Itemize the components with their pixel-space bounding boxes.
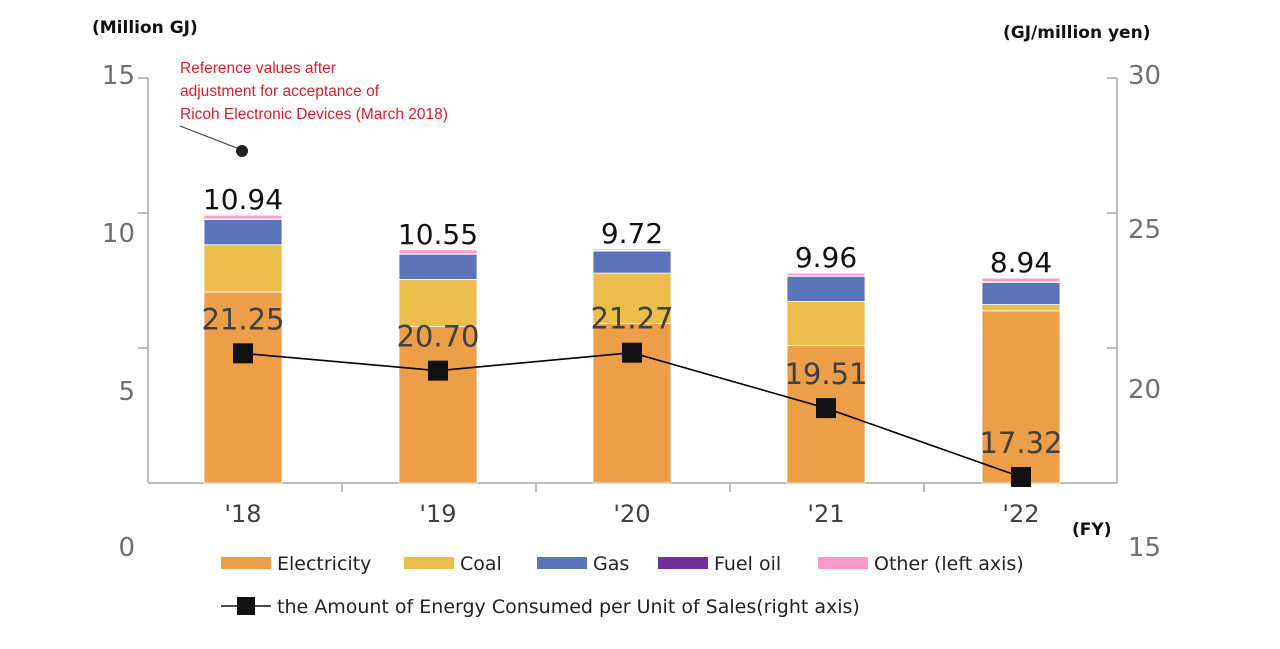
x-category-labels: '18 '19 '20 '21 '22	[224, 500, 1039, 528]
bar-segment-other	[398, 249, 478, 254]
total-labels: 10.94 10.55 9.72 9.96 8.94	[203, 183, 1052, 279]
bar-segment-coal	[786, 301, 866, 346]
bar-segment-other	[786, 272, 866, 277]
right-tick-label: 25	[1128, 215, 1161, 245]
bar-segment-gas	[786, 275, 866, 302]
legend-swatch	[221, 557, 271, 569]
intensity-label: 21.27	[590, 302, 673, 336]
bar-segment-gas	[398, 253, 478, 280]
legend-label: Coal	[460, 553, 502, 575]
total-label: 10.55	[398, 218, 478, 251]
right-tick-label: 20	[1128, 375, 1161, 405]
legend-label: Electricity	[277, 553, 371, 575]
intensity-marker	[1011, 466, 1031, 487]
right-tick-label: 30	[1128, 61, 1161, 91]
x-category-label: '20	[613, 500, 650, 528]
bar-segment-coal	[981, 304, 1061, 312]
intensity-label: 19.51	[784, 357, 867, 391]
x-category-label: '21	[807, 500, 844, 528]
total-label: 10.94	[203, 183, 283, 216]
bar-segment-other	[203, 214, 283, 220]
annotation-line: adjustment for acceptance of	[180, 83, 380, 100]
left-tick-label: 0	[118, 533, 135, 563]
legend-label: Other (left axis)	[874, 553, 1024, 575]
annotation-leader	[179, 125, 243, 151]
left-axis-title: (Million GJ)	[92, 18, 198, 38]
left-tick-label: 15	[102, 61, 135, 91]
legend: Electricity Coal Gas Fuel oil Other (left ax…	[221, 553, 1024, 618]
x-category-label: '18	[224, 500, 261, 528]
right-tick-label: 15	[1128, 533, 1161, 563]
intensity-marker	[816, 398, 836, 419]
intensity-label: 20.70	[396, 320, 479, 354]
legend-label: Gas	[593, 553, 629, 575]
x-category-label: '19	[419, 500, 456, 528]
bar-segment-other	[592, 248, 672, 251]
bar-segment-electricity	[398, 326, 478, 484]
legend-swatch	[537, 557, 587, 569]
bar-segment-gas	[203, 219, 283, 246]
total-label: 8.94	[990, 246, 1052, 279]
x-category-label: '22	[1002, 500, 1039, 528]
intensity-label: 17.32	[979, 426, 1062, 460]
right-axis-title: (GJ/million yen)	[1003, 23, 1150, 43]
left-tick-label: 10	[102, 219, 135, 249]
bar-segment-electricity	[203, 291, 283, 484]
bar-segment-other	[981, 277, 1061, 283]
bar-segment-coal	[592, 272, 672, 324]
annotation-line: Reference values after	[180, 60, 336, 77]
annotation-dot	[236, 145, 248, 157]
legend-label: Fuel oil	[714, 553, 781, 575]
intensity-line: 21.25 20.70 21.27 19.51 17.32	[201, 302, 1063, 487]
annotation-line: Ricoh Electronic Devices (March 2018)	[180, 106, 448, 123]
bar-segment-coal	[203, 244, 283, 293]
intensity-marker	[428, 360, 448, 381]
intensity-marker	[622, 342, 642, 363]
bar-segment-coal	[398, 278, 478, 327]
total-label: 9.72	[601, 217, 663, 250]
intensity-label: 21.25	[201, 302, 284, 336]
bar-segment-gas	[981, 282, 1061, 305]
bar-segment-gas	[592, 250, 672, 274]
intensity-marker	[233, 343, 253, 364]
bar-segment-electricity	[981, 310, 1061, 484]
total-label: 9.96	[795, 241, 857, 274]
left-tick-label: 5	[118, 377, 135, 407]
legend-swatch	[404, 557, 454, 569]
annotation: Reference values after adjustment for ac…	[179, 60, 448, 157]
legend-label: the Amount of Energy Consumed per Unit o…	[277, 596, 860, 618]
legend-swatch	[658, 557, 708, 569]
legend-swatch	[818, 557, 868, 569]
legend-line-marker	[237, 597, 255, 615]
x-axis-unit: (FY)	[1072, 520, 1111, 540]
